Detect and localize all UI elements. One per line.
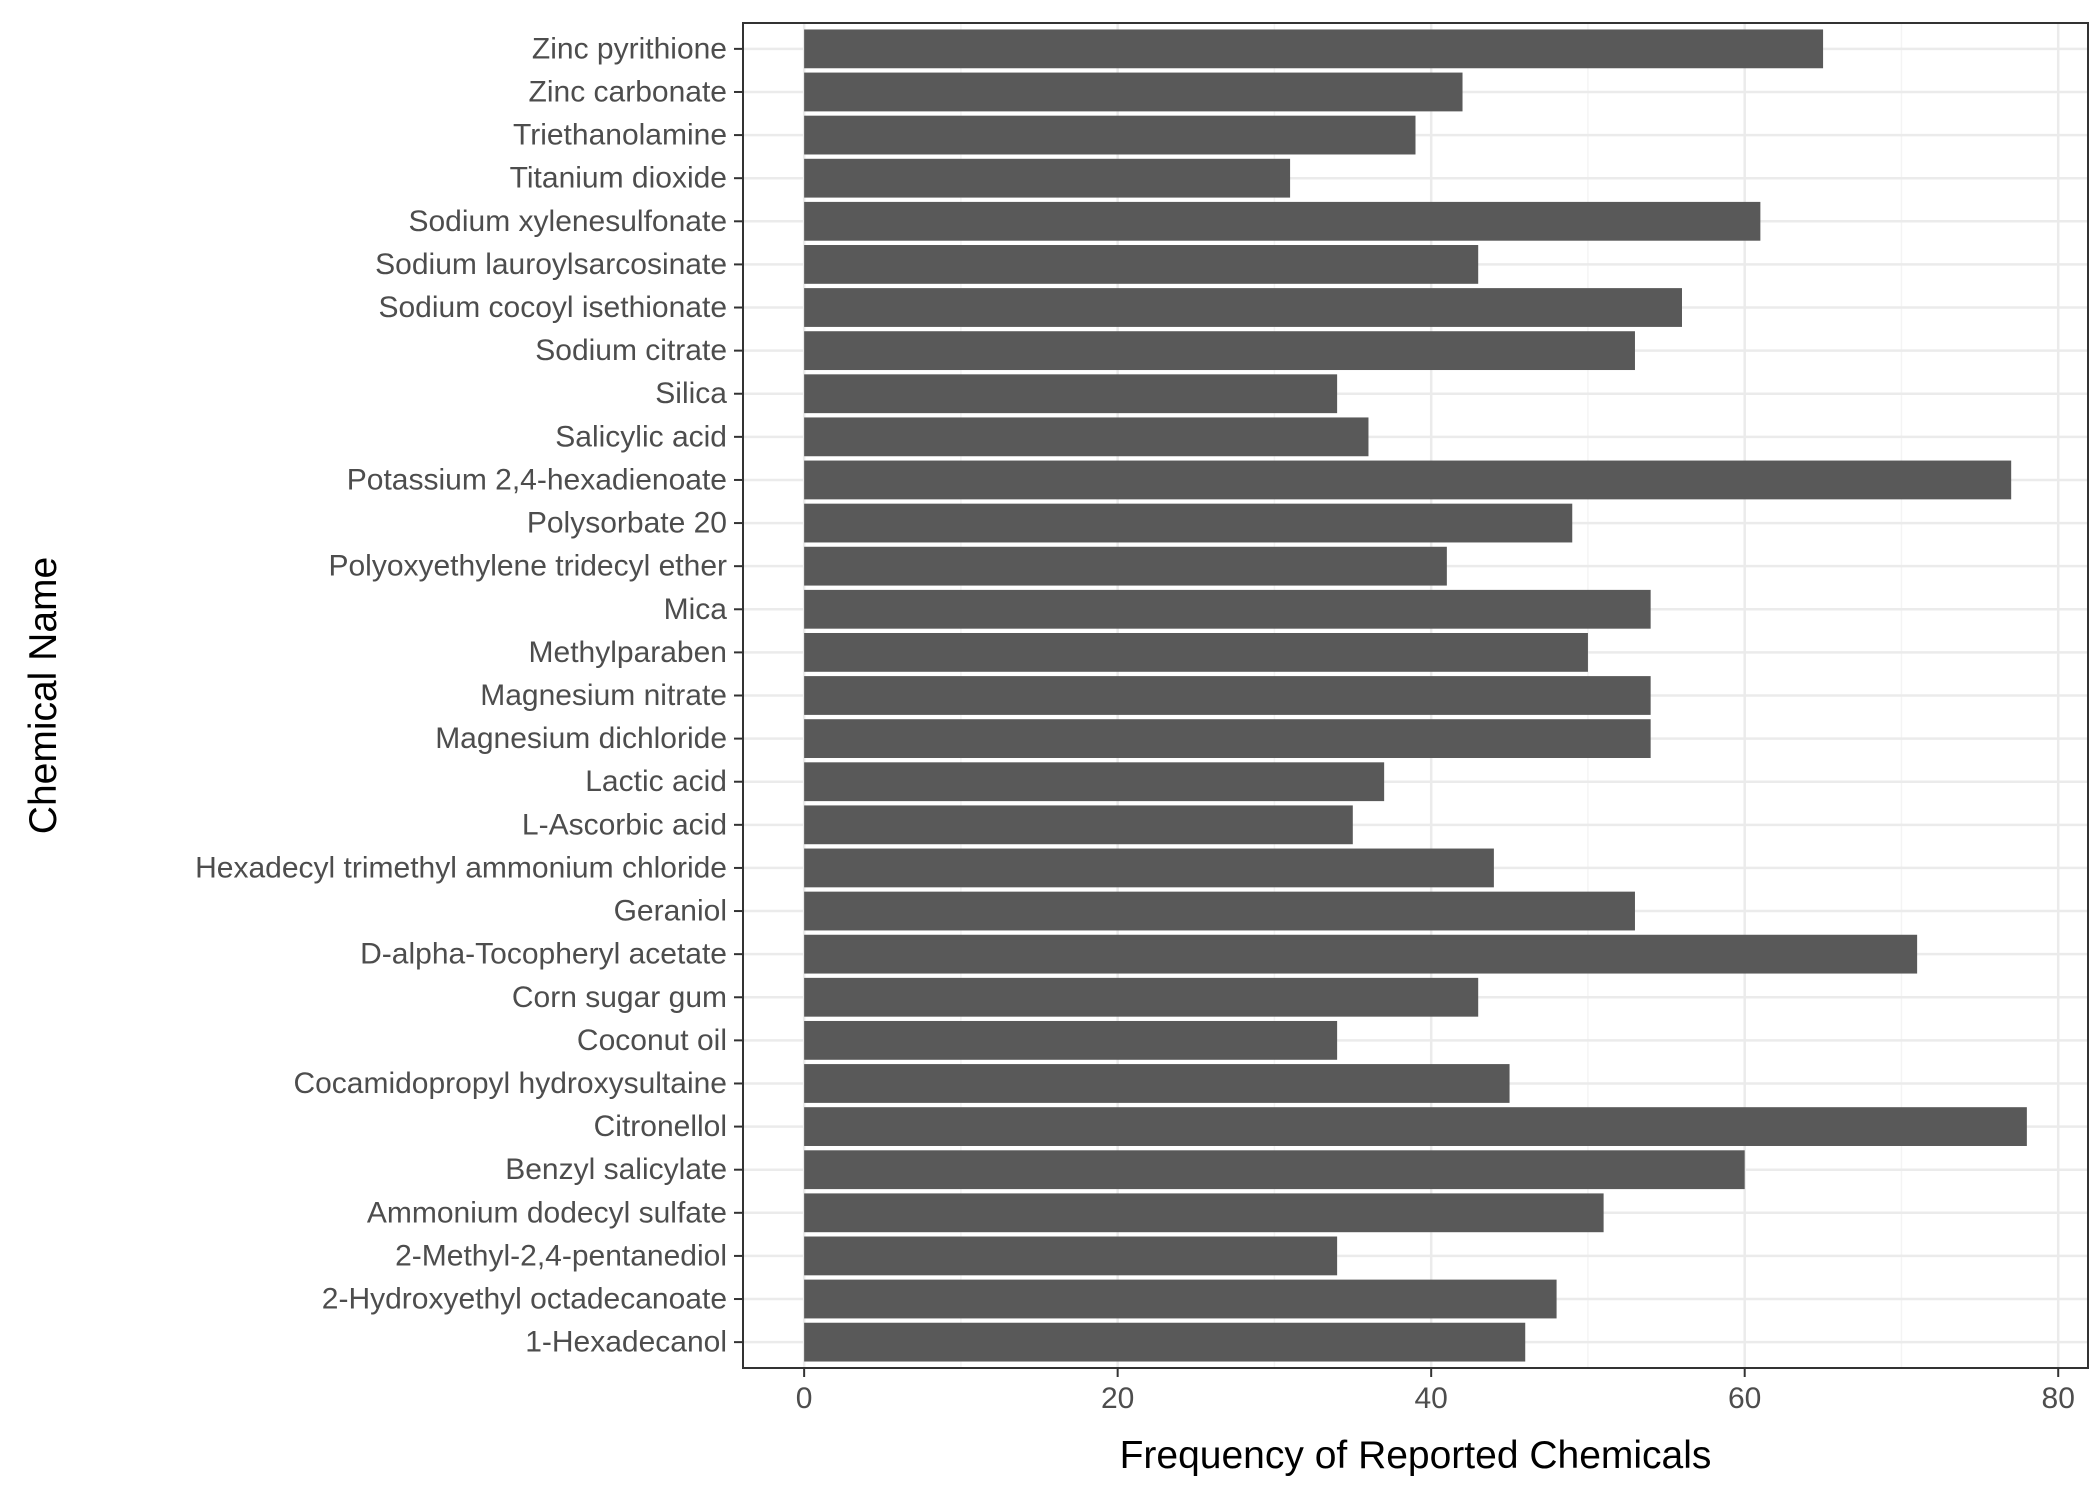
x-tick-label: 80 <box>2042 1382 2075 1415</box>
y-tick-label: Polysorbate 20 <box>527 507 727 540</box>
y-tick-label: Potassium 2,4-hexadienoate <box>347 463 727 496</box>
y-tick-label: Magnesium dichloride <box>435 722 727 755</box>
x-tick-label: 40 <box>1414 1382 1447 1415</box>
bar <box>804 977 1479 1017</box>
x-axis: 0 20 40 60 80 <box>796 1368 2075 1415</box>
y-tick-label: Titanium dioxide <box>510 162 727 195</box>
y-axis-title: Chemical Name <box>22 557 65 834</box>
bar <box>804 1193 1604 1233</box>
bar <box>804 546 1447 586</box>
bar <box>804 1279 1557 1319</box>
y-tick-label: Salicylic acid <box>555 420 727 453</box>
bar <box>804 201 1761 241</box>
y-tick-label: Zinc carbonate <box>529 75 727 108</box>
bar <box>804 632 1588 672</box>
bar <box>804 589 1651 629</box>
bar <box>804 805 1353 845</box>
bar <box>804 115 1416 155</box>
bar <box>804 288 1682 327</box>
bar <box>804 1064 1510 1103</box>
bar <box>804 1107 2027 1146</box>
y-tick-label: Geraniol <box>614 895 727 928</box>
y-tick-label: Magnesium nitrate <box>480 679 727 712</box>
bar <box>804 417 1369 457</box>
x-axis-title: Frequency of Reported Chemicals <box>1120 1434 1712 1477</box>
bar <box>804 460 2012 500</box>
bar <box>804 503 1573 543</box>
y-tick-label: Hexadecyl trimethyl ammonium chloride <box>195 851 727 884</box>
y-tick-label: Cocamidopropyl hydroxysultaine <box>293 1067 727 1100</box>
y-tick-label: L-Ascorbic acid <box>522 808 727 841</box>
y-tick-label: 1-Hexadecanol <box>525 1326 727 1359</box>
y-axis: Zinc pyrithione Zinc carbonate Triethanola… <box>195 32 743 1359</box>
bar <box>804 29 1824 69</box>
bars <box>804 29 2027 1362</box>
bar <box>804 934 1918 974</box>
y-tick-label: Mica <box>664 593 728 626</box>
bar <box>804 1020 1338 1060</box>
bar <box>804 1322 1526 1362</box>
x-tick-label: 0 <box>796 1382 813 1415</box>
bar <box>804 158 1291 198</box>
bar <box>804 1150 1745 1190</box>
y-tick-label: Sodium xylenesulfonate <box>408 205 727 238</box>
bar <box>804 374 1338 414</box>
y-tick-label: Zinc pyrithione <box>532 32 727 65</box>
bar <box>804 719 1651 759</box>
bar <box>804 72 1463 112</box>
y-tick-label: Coconut oil <box>577 1024 727 1057</box>
bar <box>804 1236 1338 1276</box>
bar <box>804 848 1494 888</box>
y-tick-label: 2-Hydroxyethyl octadecanoate <box>322 1283 727 1316</box>
x-tick-label: 60 <box>1728 1382 1761 1415</box>
bar <box>804 245 1479 284</box>
y-tick-label: Triethanolamine <box>513 119 727 152</box>
y-tick-label: Lactic acid <box>585 765 727 798</box>
y-tick-label: Silica <box>655 377 727 410</box>
y-tick-label: Benzyl salicylate <box>505 1153 727 1186</box>
y-tick-label: Sodium lauroylsarcosinate <box>375 248 727 281</box>
bar <box>804 891 1635 931</box>
x-tick-label: 20 <box>1101 1382 1134 1415</box>
y-tick-label: Polyoxyethylene tridecyl ether <box>328 550 727 583</box>
y-tick-label: Ammonium dodecyl sulfate <box>367 1196 727 1229</box>
y-tick-label: Citronellol <box>594 1110 727 1143</box>
y-tick-label: Sodium citrate <box>535 334 727 367</box>
bar <box>804 762 1385 802</box>
y-tick-label: 2-Methyl-2,4-pentanediol <box>395 1239 727 1272</box>
bar <box>804 331 1635 371</box>
bar <box>804 676 1651 715</box>
y-tick-label: Methylparaben <box>529 636 727 669</box>
y-tick-label: Corn sugar gum <box>512 981 727 1014</box>
y-tick-label: Sodium cocoyl isethionate <box>378 291 727 324</box>
y-tick-label: D-alpha-Tocopheryl acetate <box>360 938 727 971</box>
